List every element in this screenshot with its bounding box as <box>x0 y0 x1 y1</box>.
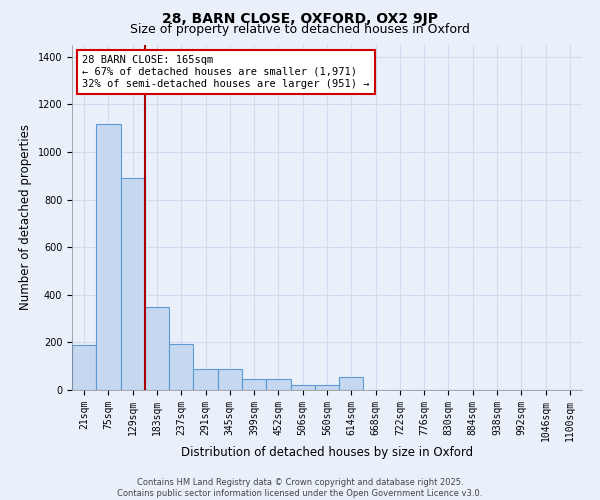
Bar <box>242 380 266 390</box>
Bar <box>169 344 193 390</box>
Text: 28, BARN CLOSE, OXFORD, OX2 9JP: 28, BARN CLOSE, OXFORD, OX2 9JP <box>162 12 438 26</box>
Bar <box>145 306 169 390</box>
Text: Contains HM Land Registry data © Crown copyright and database right 2025.
Contai: Contains HM Land Registry data © Crown c… <box>118 478 482 498</box>
X-axis label: Distribution of detached houses by size in Oxford: Distribution of detached houses by size … <box>181 446 473 460</box>
Bar <box>339 377 364 390</box>
Bar <box>218 368 242 390</box>
Bar <box>193 368 218 390</box>
Text: 28 BARN CLOSE: 165sqm
← 67% of detached houses are smaller (1,971)
32% of semi-d: 28 BARN CLOSE: 165sqm ← 67% of detached … <box>82 56 370 88</box>
Bar <box>72 345 96 390</box>
Bar <box>96 124 121 390</box>
Bar <box>290 385 315 390</box>
Text: Size of property relative to detached houses in Oxford: Size of property relative to detached ho… <box>130 22 470 36</box>
Bar <box>266 380 290 390</box>
Bar <box>121 178 145 390</box>
Bar <box>315 385 339 390</box>
Y-axis label: Number of detached properties: Number of detached properties <box>19 124 32 310</box>
